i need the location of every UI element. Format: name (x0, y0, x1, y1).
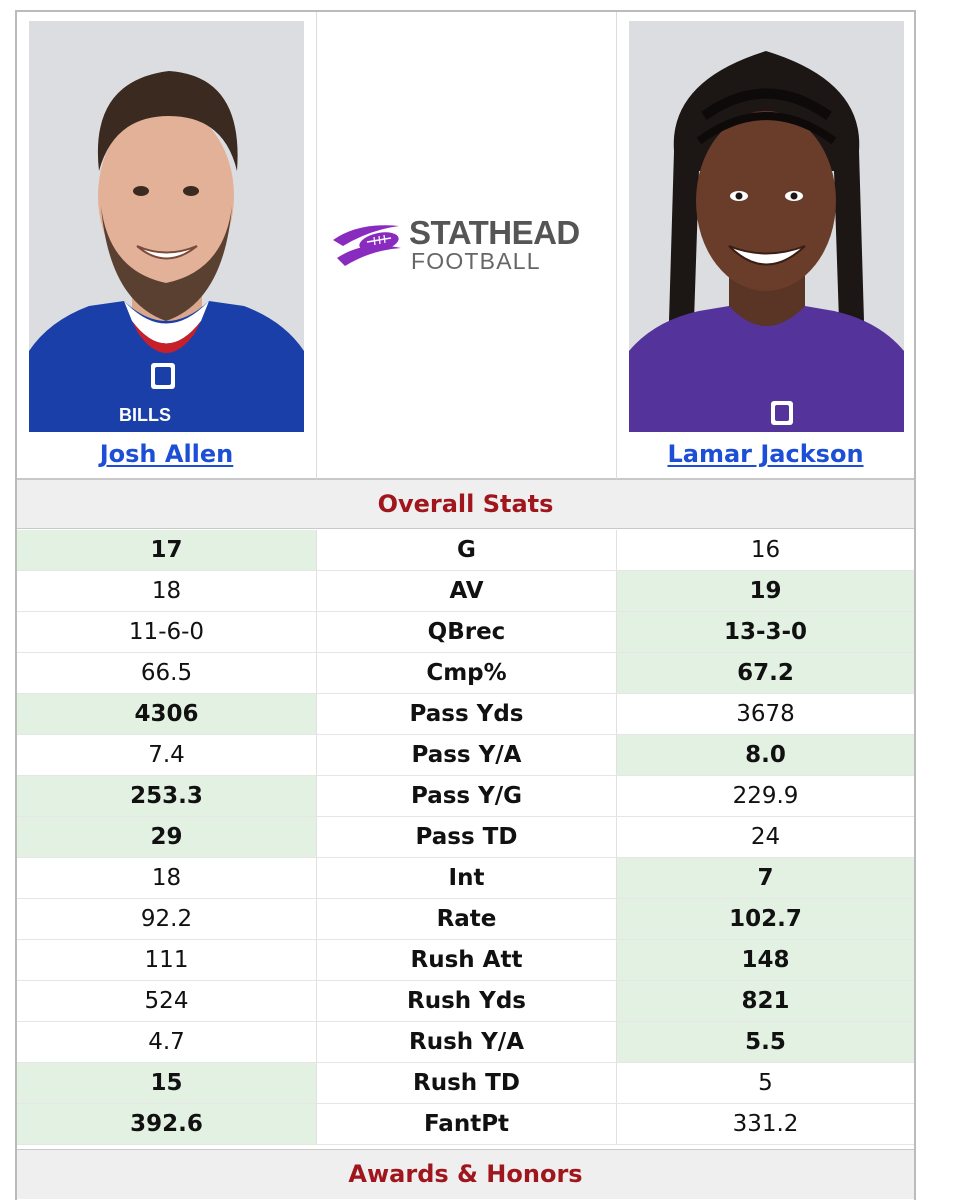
logo-sub-text: FOOTBALL (411, 248, 541, 274)
stat-right-value: 229.9 (732, 783, 799, 809)
stat-label: QBrec (317, 612, 617, 652)
stat-row: 253.3 Pass Y/G 229.9 (17, 776, 914, 817)
stat-right-value: 5.5 (617, 1022, 914, 1062)
stat-left-value: 29 (17, 817, 317, 857)
stathead-logo[interactable]: STATHEAD FOOTBALL (329, 212, 609, 282)
stat-left-value: 4306 (17, 694, 317, 734)
overall-stats-header: Overall Stats (17, 479, 914, 529)
stats-table: 17 G 16 18 AV 19 11-6-0 QBrec 13-3-0 66.5 Cmp% 67.2… (17, 530, 914, 1145)
stat-right-value: 331.2 (732, 1111, 799, 1137)
stat-label: G (317, 530, 617, 570)
stat-right-value: 3678 (736, 701, 795, 727)
stat-left-value: 7.4 (17, 735, 317, 775)
football-swoosh-icon (333, 225, 401, 266)
stat-label: FantPt (317, 1104, 617, 1144)
comparison-card: BILLS Josh Allen (15, 10, 916, 1200)
player-left-name-link[interactable]: Josh Allen (99, 440, 234, 468)
stat-left-value: 111 (17, 940, 317, 980)
stat-label: Rush TD (317, 1063, 617, 1103)
stat-left-value: 392.6 (17, 1104, 317, 1144)
stat-label: Cmp% (317, 653, 617, 693)
stat-row: 7.4 Pass Y/A 8.0 (17, 735, 914, 776)
stat-right-value: 5 (758, 1070, 773, 1096)
stat-right-value: 24 (750, 824, 781, 850)
stat-left-value: 4.7 (17, 1022, 317, 1062)
stat-row: 66.5 Cmp% 67.2 (17, 653, 914, 694)
stat-right-value: 67.2 (617, 653, 914, 693)
stat-label: Pass Y/A (317, 735, 617, 775)
stat-row: 4.7 Rush Y/A 5.5 (17, 1022, 914, 1063)
stat-left-value: 17 (17, 530, 317, 570)
jersey-text: BILLS (119, 405, 171, 425)
stat-left-value: 524 (17, 981, 317, 1021)
stat-row: 4306 Pass Yds 3678 (17, 694, 914, 735)
stat-right-value: 102.7 (617, 899, 914, 939)
stat-label: Pass TD (317, 817, 617, 857)
stat-row: 11-6-0 QBrec 13-3-0 (17, 612, 914, 653)
player-left-photo: BILLS (29, 21, 304, 432)
stat-label: Int (317, 858, 617, 898)
player-right-name-link[interactable]: Lamar Jackson (667, 440, 864, 468)
stat-row: 524 Rush Yds 821 (17, 981, 914, 1022)
stat-left-value: 11-6-0 (17, 612, 317, 652)
player-left-cell: BILLS Josh Allen (17, 12, 317, 479)
stat-right-value: 821 (617, 981, 914, 1021)
stat-left-value: 66.5 (17, 653, 317, 693)
player-right-cell: Lamar Jackson (617, 12, 914, 479)
stat-row: 18 Int 7 (17, 858, 914, 899)
stat-row: 18 AV 19 (17, 571, 914, 612)
player-right-photo (629, 21, 904, 432)
stat-left-value: 15 (17, 1063, 317, 1103)
stat-label: Rush Att (317, 940, 617, 980)
stat-row: 15 Rush TD 5 (17, 1063, 914, 1104)
stat-right-value: 8.0 (617, 735, 914, 775)
stat-right-value: 13-3-0 (617, 612, 914, 652)
stat-left-value: 92.2 (17, 899, 317, 939)
stat-right-value: 16 (750, 537, 781, 563)
stat-right-value: 148 (617, 940, 914, 980)
stat-label: Rush Y/A (317, 1022, 617, 1062)
stat-row: 92.2 Rate 102.7 (17, 899, 914, 940)
stat-label: Rush Yds (317, 981, 617, 1021)
stat-row: 17 G 16 (17, 530, 914, 571)
stat-left-value: 253.3 (17, 776, 317, 816)
stat-row: 29 Pass TD 24 (17, 817, 914, 858)
stat-right-value: 19 (617, 571, 914, 611)
stat-label: AV (317, 571, 617, 611)
stat-label: Rate (317, 899, 617, 939)
stat-row: 392.6 FantPt 331.2 (17, 1104, 914, 1145)
stat-label: Pass Yds (317, 694, 617, 734)
stat-left-value: 18 (17, 858, 317, 898)
stat-label: Pass Y/G (317, 776, 617, 816)
logo-main-text: STATHEAD (409, 214, 580, 251)
awards-header: Awards & Honors (17, 1149, 914, 1199)
stat-row: 111 Rush Att 148 (17, 940, 914, 981)
stat-right-value: 7 (617, 858, 914, 898)
logo-cell: STATHEAD FOOTBALL (317, 12, 617, 479)
stat-left-value: 18 (17, 571, 317, 611)
players-header: BILLS Josh Allen (17, 12, 914, 479)
